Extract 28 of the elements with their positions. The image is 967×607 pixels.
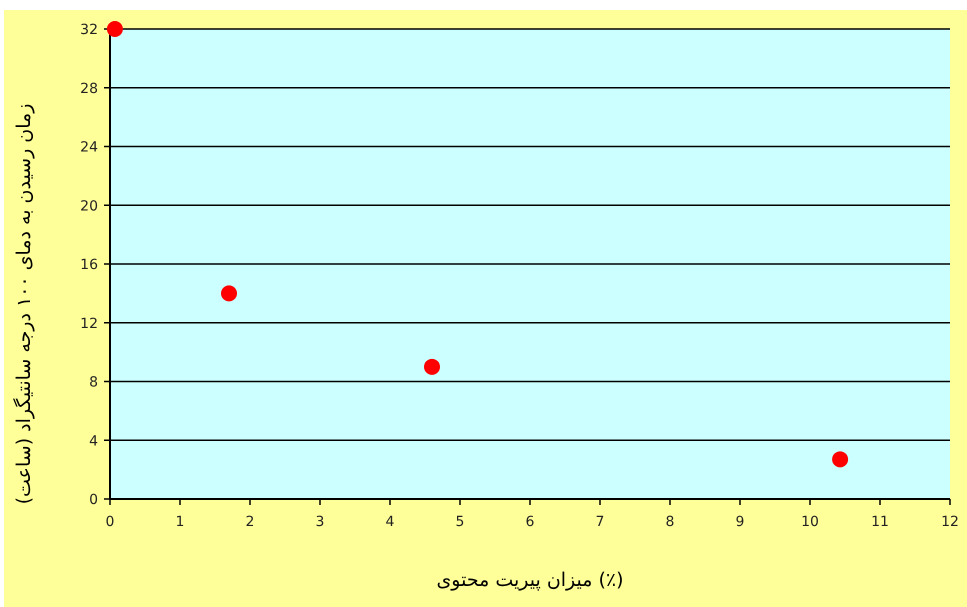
y-tick-label: 24 <box>80 140 98 156</box>
y-tick-label: 0 <box>89 492 98 508</box>
point <box>832 451 848 468</box>
x-tick-label: 11 <box>871 514 889 530</box>
y-axis-title: زمان رسیدن به دمای ۱۰۰ درجه سانتیگراد (ساعت) <box>12 104 35 504</box>
y-tick-label: 12 <box>80 316 98 332</box>
x-tick-label: 10 <box>801 514 819 530</box>
x-tick-label: 5 <box>456 514 464 530</box>
y-tick-label: 28 <box>80 80 98 97</box>
y-tick-label: 16 <box>80 257 98 273</box>
x-tick-label: 1 <box>176 514 184 530</box>
y-tick-label: 8 <box>89 374 98 390</box>
point <box>106 21 123 37</box>
x-tick-label: 2 <box>246 514 254 530</box>
y-tick-label: 4 <box>89 433 98 450</box>
x-tick-label: 9 <box>736 514 744 530</box>
x-tick-label: 8 <box>666 514 674 530</box>
point <box>221 285 237 302</box>
y-tick-label: 20 <box>80 198 98 214</box>
x-tick-label: 3 <box>316 514 324 530</box>
x-tick-label: 4 <box>386 514 395 530</box>
x-axis-title: میزان پیریت محتوی (٪) <box>436 569 624 591</box>
y-tick-label: 32 <box>80 22 98 38</box>
x-tick-label: 12 <box>941 514 959 530</box>
x-tick-label: 7 <box>596 514 604 530</box>
x-tick-label: 6 <box>526 514 535 530</box>
point <box>424 358 440 375</box>
x-tick-label: 0 <box>106 514 114 530</box>
